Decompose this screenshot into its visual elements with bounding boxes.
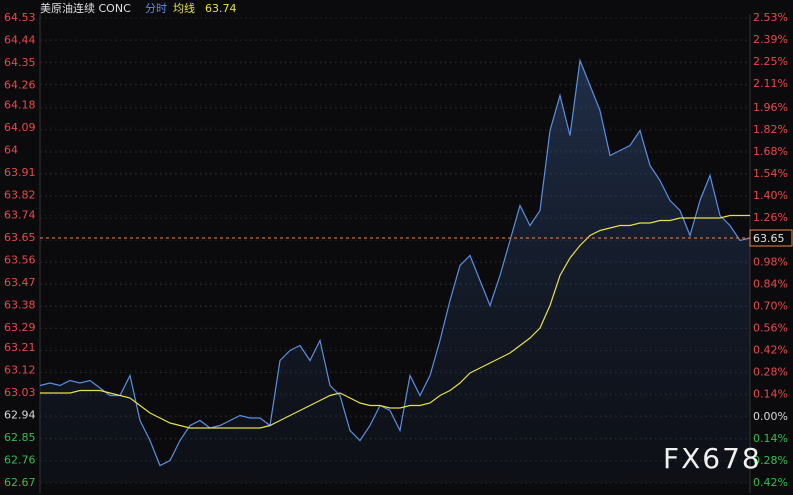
average-name: 均线 <box>173 1 195 15</box>
mode-label: 分时 <box>145 2 167 15</box>
y-tick-label: 63.38 <box>4 299 36 312</box>
y2-tick-label: 0.56% <box>753 322 788 335</box>
y2-tick-label: 2.25% <box>753 55 788 68</box>
y2-tick-label: 2.53% <box>753 11 788 24</box>
y2-tick-label: 0.28% <box>753 454 788 467</box>
y-tick-label: 64.53 <box>4 11 36 24</box>
y2-tick-label: 1.82% <box>753 123 788 136</box>
y-tick-label: 62.76 <box>4 454 36 467</box>
y-tick-label: 64 <box>4 144 18 157</box>
series-line <box>39 58 751 467</box>
y2-tick-label: 1.40% <box>753 189 788 202</box>
y2-tick-label: 2.11% <box>753 77 788 90</box>
y2-tick-label: 0.42% <box>753 476 788 489</box>
y2-tick-label: 1.96% <box>753 101 788 114</box>
y2-tick-label: 0.00% <box>753 410 788 423</box>
y-tick-label: 62.94 <box>4 409 36 422</box>
y-tick-label: 63.56 <box>4 254 36 267</box>
y2-tick-label: 0.28% <box>753 366 788 379</box>
y2-tick-label: 0.98% <box>753 255 788 268</box>
y2-tick-label: 2.39% <box>753 33 788 46</box>
y-tick-label: 63.03 <box>4 386 36 399</box>
y-tick-label: 64.18 <box>4 99 36 112</box>
y2-tick-label: 1.68% <box>753 145 788 158</box>
y-tick-label: 63.29 <box>4 321 36 334</box>
y2-tick-label: 0.84% <box>753 277 788 290</box>
y-tick-label: 64.35 <box>4 56 36 69</box>
watermark: FX678 <box>663 442 762 475</box>
series-line <box>40 214 750 429</box>
price-area <box>40 60 750 483</box>
y-tick-label: 63.47 <box>4 276 36 289</box>
y2-tick-label: 0.70% <box>753 299 788 312</box>
y-tick-label: 64.26 <box>4 79 36 92</box>
symbol-title: 美原油连续 CONC <box>40 1 131 15</box>
y-tick-label: 64.44 <box>4 34 36 47</box>
last-price-label: 63.65 <box>753 232 785 245</box>
y-tick-label: 63.65 <box>4 231 36 244</box>
y2-tick-label: 0.14% <box>753 388 788 401</box>
y-tick-label: 62.85 <box>4 431 36 444</box>
y2-tick-label: 1.26% <box>753 211 788 224</box>
y-tick-label: 63.91 <box>4 166 36 179</box>
y-tick-label: 62.67 <box>4 476 36 489</box>
y-tick-label: 63.82 <box>4 189 36 202</box>
y2-tick-label: 1.54% <box>753 167 788 180</box>
last-price-box <box>749 229 793 247</box>
y-tick-label: 64.09 <box>4 121 36 134</box>
average-value: 63.74 <box>205 2 237 15</box>
y-tick-label: 63.74 <box>4 209 36 222</box>
y-tick-label: 63.21 <box>4 341 36 354</box>
y-tick-label: 63.12 <box>4 364 36 377</box>
y2-tick-label: 0.42% <box>753 344 788 357</box>
y2-tick-label: 0.14% <box>753 432 788 445</box>
